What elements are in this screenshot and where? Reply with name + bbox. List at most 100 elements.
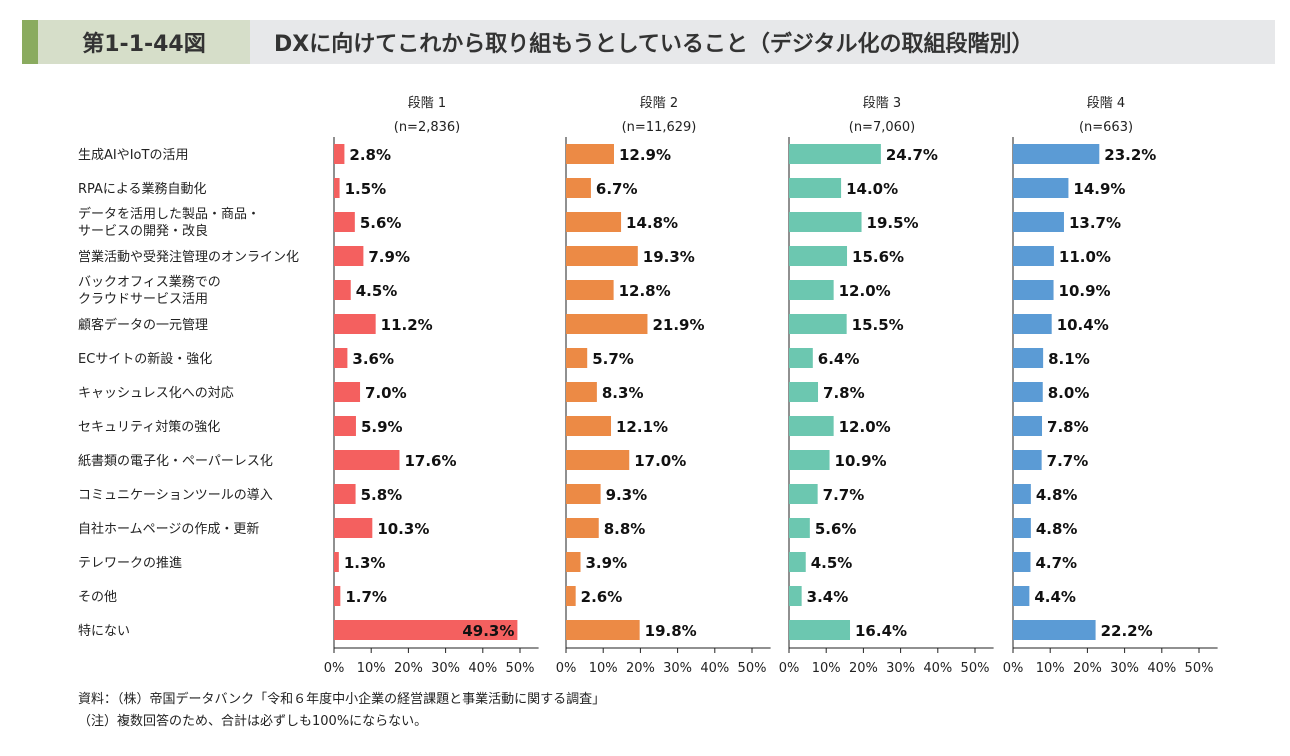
data-label: 12.0% [839,282,891,300]
category-label: RPAによる業務自動化 [78,181,207,197]
bar [1013,212,1064,232]
x-tick-label: 30% [431,661,460,676]
bar [566,450,630,470]
data-label: 19.8% [645,622,697,640]
category-label: テレワークの推進 [78,556,182,571]
x-tick-label: 30% [886,661,915,676]
x-tick-label: 20% [626,661,655,676]
data-label: 23.2% [1104,146,1156,164]
x-tick-label: 40% [923,661,952,676]
data-label: 17.0% [634,452,686,470]
bar [566,348,588,368]
bar [789,586,802,606]
bar [334,382,361,402]
data-label: 5.7% [592,350,634,368]
category-label: 紙書類の電子化・ペーパーレス化 [78,454,273,469]
bar [334,280,351,300]
x-tick-label: 50% [1185,661,1214,676]
bar [566,382,597,402]
bar [789,144,881,164]
bar [334,450,400,470]
figure-number: 第1-1-44図 [38,20,250,64]
category-label: 顧客データの一元管理 [78,317,208,333]
x-tick-label: 40% [468,661,497,676]
data-label: 16.4% [855,622,907,640]
data-label: 4.8% [1036,520,1078,538]
bar [566,586,576,606]
bar [334,586,341,606]
data-label: 4.5% [811,554,853,572]
bar [789,212,862,232]
category-label: その他 [78,590,117,605]
panel-title: 段階 1 [408,96,446,111]
data-label: 7.7% [823,486,865,504]
x-tick-label: 0% [1003,661,1024,676]
data-label: 9.3% [606,486,648,504]
bar [566,416,612,436]
bar [789,450,830,470]
source-note: 資料：（株）帝国データバンク「令和６年度中小企業の経営課題と事業活動に関する調査… [78,692,606,707]
bar [334,416,356,436]
header-accent [22,20,38,64]
data-label: 7.7% [1047,452,1089,470]
data-label: 2.6% [581,588,623,606]
bar [566,552,581,572]
data-label: 6.7% [596,180,638,198]
bar [789,348,813,368]
bar [789,280,834,300]
panel-n: (n=11,629) [622,120,697,135]
data-label: 8.8% [604,520,646,538]
x-tick-label: 20% [394,661,423,676]
category-label: 営業活動や受発注管理のオンライン化 [78,249,299,265]
bar [566,518,599,538]
data-label: 11.0% [1059,248,1111,266]
category-label: 自社ホームページの作成・更新 [78,521,259,537]
data-label: 14.0% [846,180,898,198]
category-label: データを活用した製品・商品・サービスの開発・改良 [78,206,260,239]
data-label: 14.9% [1073,180,1125,198]
x-tick-label: 20% [849,661,878,676]
data-label: 3.4% [807,588,849,606]
bar [789,620,851,640]
category-label: ECサイトの新設・強化 [78,351,212,367]
panel-title: 段階 4 [1087,96,1125,111]
data-label: 7.8% [823,384,865,402]
data-label: 13.7% [1069,214,1121,232]
bar [566,246,638,266]
bar [1013,586,1030,606]
data-label: 10.3% [377,520,429,538]
category-label: 特にない [78,624,130,639]
x-tick-label: 10% [1036,661,1065,676]
x-tick-label: 10% [812,661,841,676]
bar [1013,620,1096,640]
bar [334,246,364,266]
data-label: 12.9% [619,146,671,164]
data-label: 14.8% [626,214,678,232]
bar [1013,280,1054,300]
bar [334,348,348,368]
category-label: バックオフィス業務でのクラウドサービス活用 [78,274,221,307]
data-label: 4.8% [1036,486,1078,504]
data-label: 3.6% [352,350,394,368]
bar [789,178,842,198]
category-label: セキュリティ対策の強化 [78,419,220,435]
data-label: 7.0% [365,384,407,402]
data-label: 19.5% [867,214,919,232]
data-label: 10.9% [835,452,887,470]
data-label: 8.1% [1048,350,1090,368]
bar [1013,246,1054,266]
panel-n: (n=663) [1079,120,1133,135]
data-label: 8.3% [602,384,644,402]
bar [566,178,591,198]
bar [1013,484,1031,504]
data-label: 10.4% [1057,316,1109,334]
bar [334,484,356,504]
category-label: コミュニケーションツールの導入 [78,488,273,503]
x-tick-label: 10% [357,661,386,676]
data-label: 4.4% [1034,588,1076,606]
bar [1013,314,1052,334]
bar [1013,348,1044,368]
data-label: 12.8% [619,282,671,300]
bar [334,314,376,334]
bar [789,314,847,334]
